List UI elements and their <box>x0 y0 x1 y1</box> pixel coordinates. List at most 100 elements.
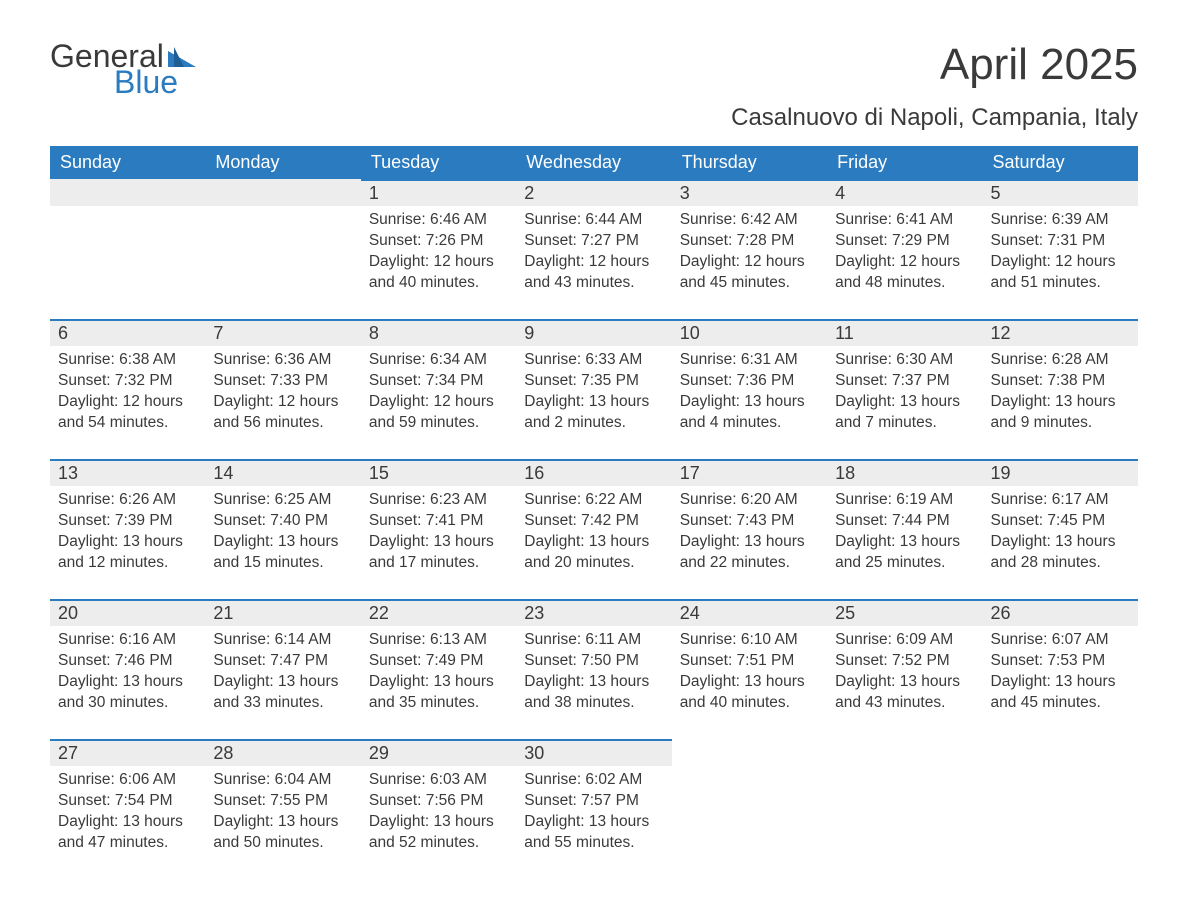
day-content: Sunrise: 6:39 AMSunset: 7:31 PMDaylight:… <box>983 206 1138 304</box>
daylight-text-b: and 43 minutes. <box>524 273 663 294</box>
sunrise-text: Sunrise: 6:09 AM <box>835 630 974 651</box>
day-content: Sunrise: 6:09 AMSunset: 7:52 PMDaylight:… <box>827 626 982 724</box>
day-number: 26 <box>983 599 1138 626</box>
day-number: 22 <box>361 599 516 626</box>
day-content: Sunrise: 6:02 AMSunset: 7:57 PMDaylight:… <box>516 766 671 864</box>
sunrise-text: Sunrise: 6:19 AM <box>835 490 974 511</box>
sunrise-text: Sunrise: 6:22 AM <box>524 490 663 511</box>
weekday-header: Friday <box>827 146 982 179</box>
sunrise-text: Sunrise: 6:26 AM <box>58 490 197 511</box>
calendar-cell: 24Sunrise: 6:10 AMSunset: 7:51 PMDayligh… <box>672 599 827 739</box>
day-content: Sunrise: 6:31 AMSunset: 7:36 PMDaylight:… <box>672 346 827 444</box>
calendar-head: SundayMondayTuesdayWednesdayThursdayFrid… <box>50 146 1138 179</box>
daylight-text-a: Daylight: 13 hours <box>524 532 663 553</box>
day-content: Sunrise: 6:03 AMSunset: 7:56 PMDaylight:… <box>361 766 516 864</box>
daylight-text-b: and 43 minutes. <box>835 693 974 714</box>
sunrise-text: Sunrise: 6:02 AM <box>524 770 663 791</box>
calendar-cell: 17Sunrise: 6:20 AMSunset: 7:43 PMDayligh… <box>672 459 827 599</box>
sunset-text: Sunset: 7:42 PM <box>524 511 663 532</box>
sunset-text: Sunset: 7:45 PM <box>991 511 1130 532</box>
calendar-cell: 12Sunrise: 6:28 AMSunset: 7:38 PMDayligh… <box>983 319 1138 459</box>
day-content: Sunrise: 6:28 AMSunset: 7:38 PMDaylight:… <box>983 346 1138 444</box>
sunrise-text: Sunrise: 6:17 AM <box>991 490 1130 511</box>
day-content: Sunrise: 6:04 AMSunset: 7:55 PMDaylight:… <box>205 766 360 864</box>
daylight-text-b: and 25 minutes. <box>835 553 974 574</box>
daylight-text-b: and 28 minutes. <box>991 553 1130 574</box>
sunset-text: Sunset: 7:27 PM <box>524 231 663 252</box>
sunrise-text: Sunrise: 6:30 AM <box>835 350 974 371</box>
daylight-text-a: Daylight: 13 hours <box>680 392 819 413</box>
daylight-text-b: and 55 minutes. <box>524 833 663 854</box>
sunrise-text: Sunrise: 6:23 AM <box>369 490 508 511</box>
sunset-text: Sunset: 7:29 PM <box>835 231 974 252</box>
day-number: 28 <box>205 739 360 766</box>
calendar-cell: 25Sunrise: 6:09 AMSunset: 7:52 PMDayligh… <box>827 599 982 739</box>
sunset-text: Sunset: 7:37 PM <box>835 371 974 392</box>
day-number: 4 <box>827 179 982 206</box>
sunset-text: Sunset: 7:47 PM <box>213 651 352 672</box>
day-number: 20 <box>50 599 205 626</box>
sunrise-text: Sunrise: 6:38 AM <box>58 350 197 371</box>
day-content: Sunrise: 6:19 AMSunset: 7:44 PMDaylight:… <box>827 486 982 584</box>
daylight-text-a: Daylight: 13 hours <box>369 532 508 553</box>
calendar-cell: 8Sunrise: 6:34 AMSunset: 7:34 PMDaylight… <box>361 319 516 459</box>
calendar-week: 20Sunrise: 6:16 AMSunset: 7:46 PMDayligh… <box>50 599 1138 739</box>
weekday-header: Saturday <box>983 146 1138 179</box>
daylight-text-a: Daylight: 13 hours <box>680 532 819 553</box>
calendar-cell: 1Sunrise: 6:46 AMSunset: 7:26 PMDaylight… <box>361 179 516 319</box>
day-content: Sunrise: 6:34 AMSunset: 7:34 PMDaylight:… <box>361 346 516 444</box>
sunrise-text: Sunrise: 6:10 AM <box>680 630 819 651</box>
calendar-cell: 10Sunrise: 6:31 AMSunset: 7:36 PMDayligh… <box>672 319 827 459</box>
daylight-text-a: Daylight: 12 hours <box>524 252 663 273</box>
daylight-text-a: Daylight: 13 hours <box>524 392 663 413</box>
sunset-text: Sunset: 7:55 PM <box>213 791 352 812</box>
day-number: 9 <box>516 319 671 346</box>
calendar-cell: 9Sunrise: 6:33 AMSunset: 7:35 PMDaylight… <box>516 319 671 459</box>
day-content: Sunrise: 6:23 AMSunset: 7:41 PMDaylight:… <box>361 486 516 584</box>
calendar-cell: 22Sunrise: 6:13 AMSunset: 7:49 PMDayligh… <box>361 599 516 739</box>
sunset-text: Sunset: 7:28 PM <box>680 231 819 252</box>
calendar-cell: 29Sunrise: 6:03 AMSunset: 7:56 PMDayligh… <box>361 739 516 879</box>
day-number: 10 <box>672 319 827 346</box>
sunrise-text: Sunrise: 6:11 AM <box>524 630 663 651</box>
day-number: 7 <box>205 319 360 346</box>
logo-blue-text: Blue <box>114 66 196 98</box>
daylight-text-a: Daylight: 13 hours <box>835 532 974 553</box>
sunset-text: Sunset: 7:34 PM <box>369 371 508 392</box>
day-number: 3 <box>672 179 827 206</box>
sunset-text: Sunset: 7:40 PM <box>213 511 352 532</box>
day-number: 24 <box>672 599 827 626</box>
calendar-week: 13Sunrise: 6:26 AMSunset: 7:39 PMDayligh… <box>50 459 1138 599</box>
day-number: 16 <box>516 459 671 486</box>
daylight-text-a: Daylight: 13 hours <box>58 672 197 693</box>
calendar-cell: 20Sunrise: 6:16 AMSunset: 7:46 PMDayligh… <box>50 599 205 739</box>
daylight-text-a: Daylight: 13 hours <box>369 812 508 833</box>
daylight-text-a: Daylight: 13 hours <box>369 672 508 693</box>
calendar-cell: 27Sunrise: 6:06 AMSunset: 7:54 PMDayligh… <box>50 739 205 879</box>
weekday-header: Sunday <box>50 146 205 179</box>
calendar-cell: 11Sunrise: 6:30 AMSunset: 7:37 PMDayligh… <box>827 319 982 459</box>
calendar-cell: 2Sunrise: 6:44 AMSunset: 7:27 PMDaylight… <box>516 179 671 319</box>
sunrise-text: Sunrise: 6:13 AM <box>369 630 508 651</box>
day-number: 11 <box>827 319 982 346</box>
calendar-cell: 15Sunrise: 6:23 AMSunset: 7:41 PMDayligh… <box>361 459 516 599</box>
day-content: Sunrise: 6:13 AMSunset: 7:49 PMDaylight:… <box>361 626 516 724</box>
sunset-text: Sunset: 7:36 PM <box>680 371 819 392</box>
day-number: 12 <box>983 319 1138 346</box>
sunrise-text: Sunrise: 6:33 AM <box>524 350 663 371</box>
daylight-text-a: Daylight: 12 hours <box>369 392 508 413</box>
sunset-text: Sunset: 7:50 PM <box>524 651 663 672</box>
calendar-cell: 26Sunrise: 6:07 AMSunset: 7:53 PMDayligh… <box>983 599 1138 739</box>
calendar-week: 27Sunrise: 6:06 AMSunset: 7:54 PMDayligh… <box>50 739 1138 879</box>
calendar-cell <box>672 739 827 879</box>
weekday-header: Tuesday <box>361 146 516 179</box>
calendar-cell: 5Sunrise: 6:39 AMSunset: 7:31 PMDaylight… <box>983 179 1138 319</box>
sunset-text: Sunset: 7:32 PM <box>58 371 197 392</box>
day-content: Sunrise: 6:16 AMSunset: 7:46 PMDaylight:… <box>50 626 205 724</box>
daylight-text-b: and 54 minutes. <box>58 413 197 434</box>
calendar-body: 1Sunrise: 6:46 AMSunset: 7:26 PMDaylight… <box>50 179 1138 879</box>
calendar-cell: 30Sunrise: 6:02 AMSunset: 7:57 PMDayligh… <box>516 739 671 879</box>
sunset-text: Sunset: 7:39 PM <box>58 511 197 532</box>
calendar-cell: 16 Sunrise: 6:22 AMSunset: 7:42 PMDayligh… <box>516 459 671 599</box>
day-content: Sunrise: 6:44 AMSunset: 7:27 PMDaylight:… <box>516 206 671 304</box>
